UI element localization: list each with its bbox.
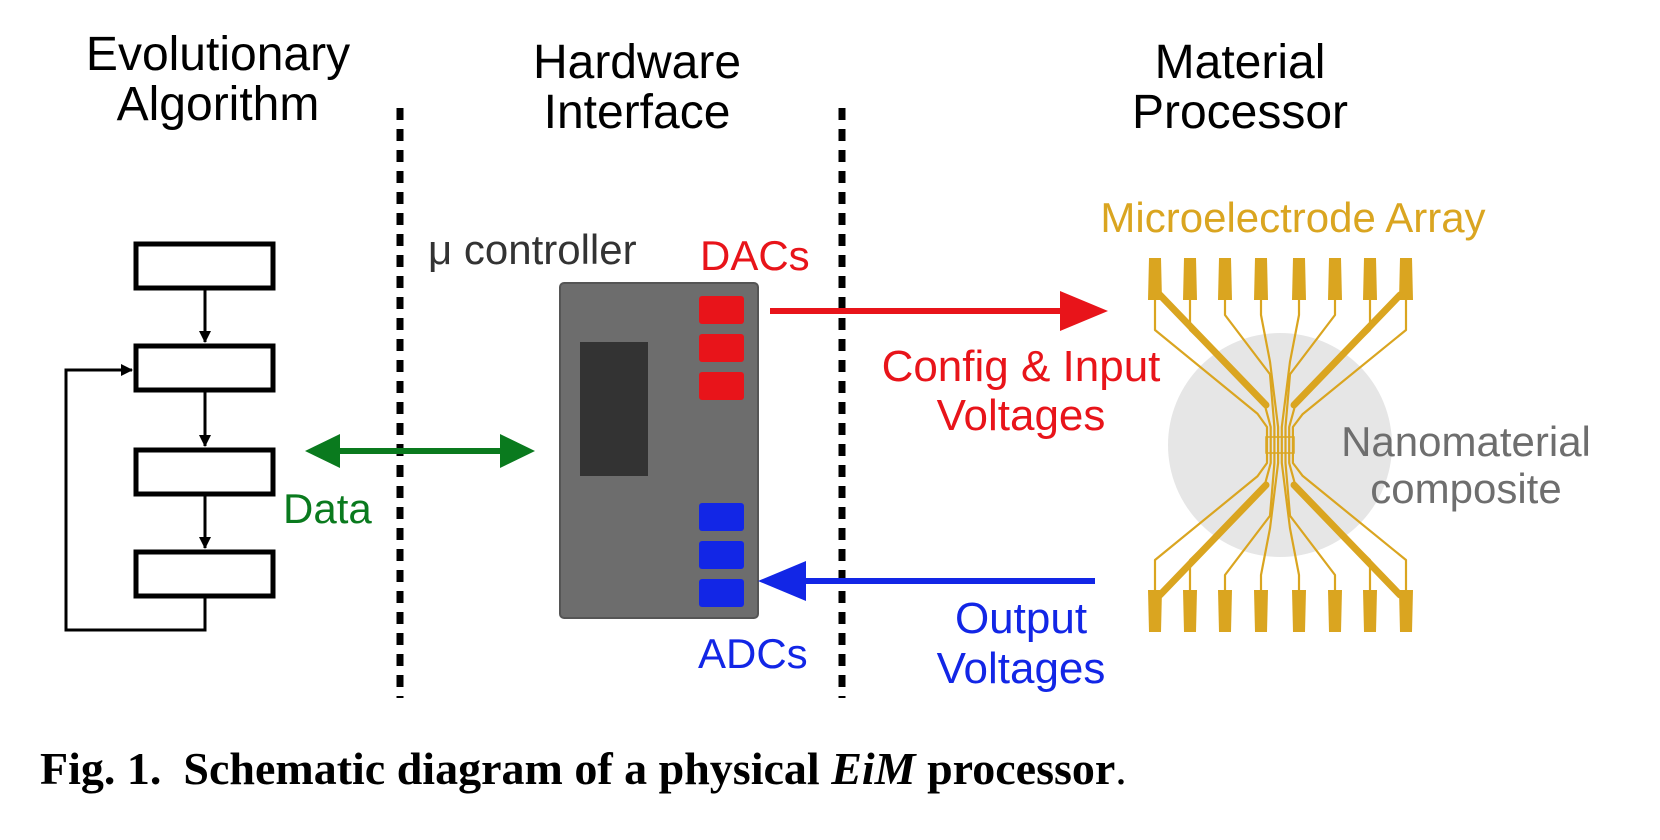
dac-pin-3 (699, 372, 744, 400)
figure-caption: Fig. 1. Schematic diagram of a physical E… (40, 742, 1127, 795)
section-title-processor: Processor (1132, 86, 1348, 139)
adc-pin-1 (699, 503, 744, 531)
electrode-pad-top (1183, 258, 1197, 300)
flow-box-4 (133, 549, 276, 599)
output-label-line1: Output (955, 594, 1087, 643)
data-arrow-head-right (500, 434, 535, 468)
electrode-pad-top (1363, 258, 1377, 300)
output-label-line2: Voltages (937, 644, 1106, 693)
section-title-hardware: Hardware (533, 36, 741, 89)
electrode-pad-top (1254, 258, 1268, 300)
nano-label-line2: composite (1370, 465, 1561, 512)
electrode-lead (1156, 481, 1270, 599)
adc-pin-3 (699, 579, 744, 607)
electrode-pad-top (1399, 258, 1413, 300)
data-label: Data (283, 485, 372, 532)
controller-chip (580, 342, 648, 476)
config-label-line1: Config & Input (882, 342, 1161, 391)
section-title-material: Material (1155, 36, 1326, 89)
electrode-pad-bottom (1328, 590, 1342, 632)
array-label: Microelectrode Array (1100, 194, 1485, 241)
electrode-lead (1290, 291, 1404, 409)
electrode-pad-bottom (1254, 590, 1268, 632)
electrode-trace-bottom (1291, 445, 1408, 628)
caption-prefix: Fig. 1. (40, 743, 162, 794)
nanomaterial-composite (1168, 333, 1392, 557)
caption-end: . (1115, 743, 1127, 794)
controller-label: μ controller (428, 226, 637, 273)
electrode-pad-bottom (1148, 590, 1162, 632)
electrode-pad-bottom (1363, 590, 1377, 632)
electrode-pad-top (1328, 258, 1342, 300)
electrode-pad-bottom (1183, 590, 1197, 632)
config-arrow-head (1060, 291, 1108, 331)
electrode-gap (1265, 436, 1295, 454)
microelectrode-array (1148, 258, 1413, 632)
microcontroller-board (559, 282, 759, 619)
output-arrow-head (758, 561, 806, 601)
flow-box-3 (133, 447, 276, 497)
dacs-label: DACs (700, 232, 810, 279)
caption-main: Schematic diagram of a physical (183, 743, 820, 794)
electrode-pad-bottom (1399, 590, 1413, 632)
electrode-pad-top (1292, 258, 1306, 300)
adc-pin-2 (699, 541, 744, 569)
electrode-pad-top (1148, 258, 1162, 300)
adcs-label: ADCs (698, 630, 808, 677)
electrode-pad-bottom (1218, 590, 1232, 632)
section-title-interface: Interface (544, 86, 731, 139)
electrode-lead (1156, 291, 1270, 409)
caption-emphasis: EiM (831, 743, 916, 794)
dac-pin-2 (699, 334, 744, 362)
config-label-line2: Voltages (937, 391, 1106, 440)
flow-box-1 (133, 241, 276, 291)
electrode-trace-top (1153, 262, 1269, 445)
data-arrow-head-left (305, 434, 340, 468)
nano-label-line1: Nanomaterial (1341, 418, 1591, 465)
section-title-evolutionary: Evolutionary (86, 28, 350, 81)
algorithm-flowchart (64, 241, 276, 632)
dac-pin-1 (699, 296, 744, 324)
flow-feedback-loop (64, 364, 207, 632)
flow-box-2 (133, 343, 276, 393)
caption-suffix: processor (927, 743, 1116, 794)
section-title-algorithm: Algorithm (117, 78, 320, 131)
electrode-trace-bottom (1153, 445, 1269, 628)
data-link (305, 434, 535, 468)
electrode-lead (1290, 481, 1404, 599)
electrode-pad-bottom (1292, 590, 1306, 632)
electrode-pad-top (1218, 258, 1232, 300)
electrode-trace-top (1291, 262, 1408, 445)
